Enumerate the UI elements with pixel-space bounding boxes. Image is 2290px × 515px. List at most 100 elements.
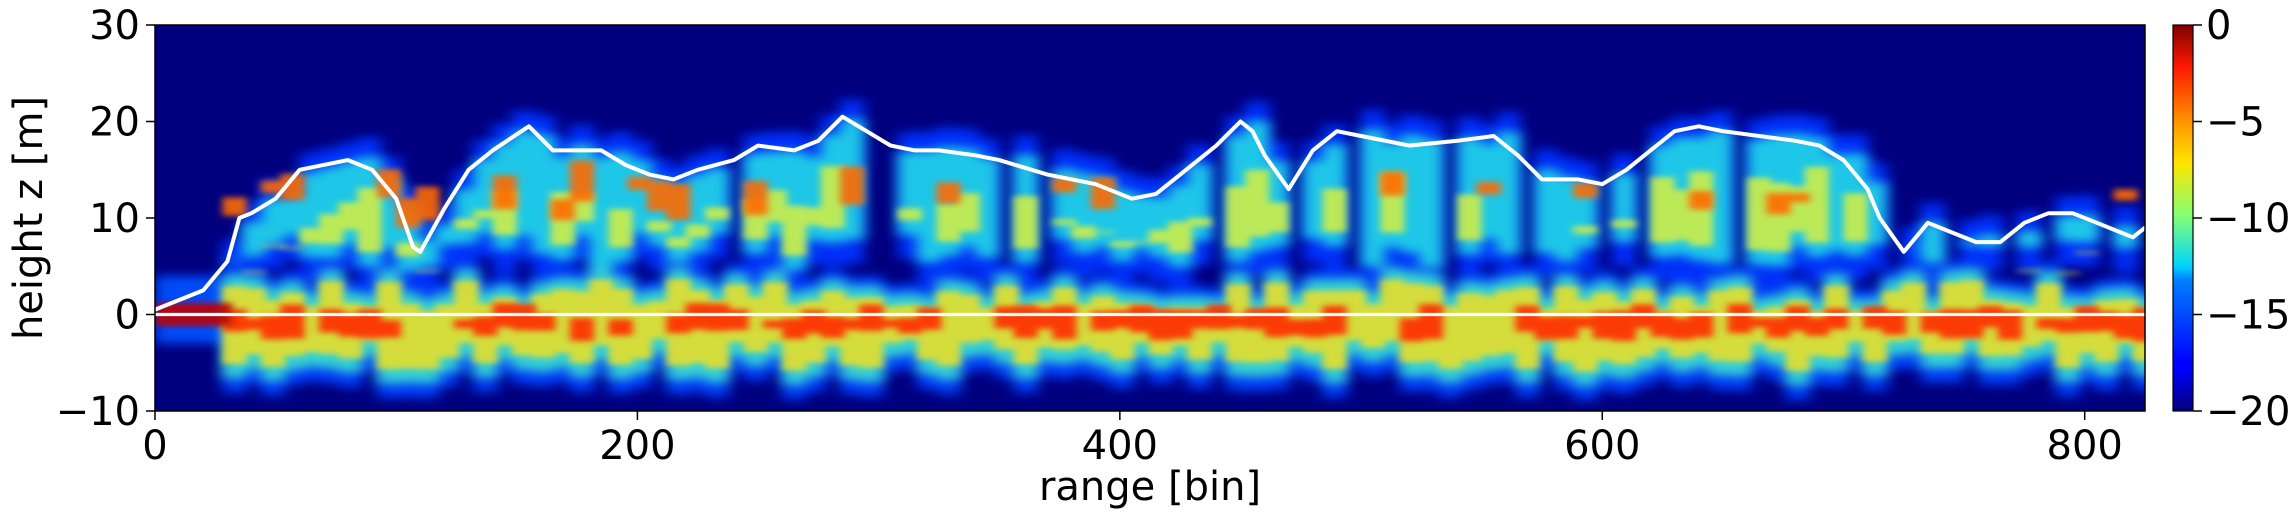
texture-ground-peak — [2036, 318, 2061, 329]
texture-ground-peak — [1650, 313, 1675, 337]
texture-ground-peak — [878, 319, 903, 328]
colorbar — [2172, 24, 2194, 412]
texture-canopy-peak — [1766, 193, 1791, 215]
texture-canopy — [1901, 246, 1926, 249]
series-line-top — [155, 114, 2145, 312]
texture-canopy-core — [280, 246, 305, 249]
texture-ground-peak — [840, 318, 865, 330]
texture-ground-peak — [1978, 306, 2003, 328]
texture-canopy — [1611, 173, 1636, 243]
y-axis: −10 0 10 20 30 — [56, 3, 155, 435]
texture-ground-peak — [1283, 319, 1308, 336]
colorbar-tick-label: −10 — [2206, 196, 2290, 242]
texture-canopy-core — [2075, 251, 2100, 254]
x-tick-label: 0 — [142, 423, 167, 469]
texture-canopy-peak — [840, 166, 865, 205]
texture-canopy-peak — [1052, 178, 1077, 193]
texture-canopy-core — [1129, 241, 1154, 244]
texture-canopy-peak — [222, 197, 247, 216]
texture-ground-peak — [917, 307, 942, 330]
x-tick-label: 600 — [1564, 423, 1640, 469]
texture-ground-peak — [1534, 316, 1559, 340]
texture-canopy — [434, 224, 459, 245]
texture-ground-peak — [666, 314, 691, 334]
texture-ground-peak — [280, 304, 305, 339]
texture-canopy-core — [415, 270, 440, 272]
texture-canopy-core — [241, 271, 266, 274]
texture-ground-peak — [1090, 311, 1115, 331]
texture-ground-peak — [473, 316, 498, 336]
texture-ground-peak — [1322, 305, 1347, 335]
texture-canopy-core — [454, 218, 479, 229]
texture-canopy-core — [261, 244, 286, 247]
texture-ground-peak — [1052, 305, 1077, 340]
texture-canopy-core — [1052, 219, 1077, 225]
texture-ground-peak — [724, 309, 749, 330]
texture-ground-peak — [1804, 317, 1829, 336]
colorbar-tick-label: −20 — [2206, 389, 2290, 435]
texture-canopy-peak — [261, 180, 286, 194]
texture-ground-peak — [1399, 318, 1424, 342]
texture-ground-peak — [820, 316, 845, 338]
x-axis-label: range [bin] — [1039, 464, 1261, 510]
y-tick-label: 0 — [115, 293, 140, 339]
texture-ground-peak — [1573, 316, 1598, 328]
x-tick-label: 800 — [2047, 423, 2123, 469]
colorbar-tick-label: 0 — [2206, 3, 2231, 49]
y-axis-label: height z [m] — [6, 96, 52, 340]
texture-canopy-core — [357, 187, 382, 253]
texture-canopy-peak — [936, 182, 961, 204]
y-tick-label: 20 — [89, 100, 140, 146]
texture-ground-peak — [1766, 317, 1791, 338]
x-tick-label: 200 — [599, 423, 675, 469]
texture-canopy-core — [647, 220, 672, 232]
texture-ground-peak — [376, 320, 401, 338]
texture-ground-peak — [454, 319, 479, 329]
texture-canopy-core — [2017, 269, 2042, 272]
texture-canopy — [1419, 139, 1444, 268]
texture-canopy-peak — [550, 199, 575, 221]
texture-ground-peak — [1689, 312, 1714, 338]
texture-ground-peak — [1226, 315, 1251, 328]
texture-canopy-peak — [627, 176, 652, 190]
texture-canopy-core — [1264, 202, 1289, 233]
texture-canopy-peak — [666, 184, 691, 220]
x-tick-label: 400 — [1082, 423, 1158, 469]
texture-ground-peak — [1747, 317, 1772, 328]
texture-ground-peak — [608, 319, 633, 336]
texture-canopy-peak — [743, 181, 768, 215]
colorbar-tick-label: −5 — [2206, 100, 2265, 146]
texture-ground-peak — [1669, 318, 1694, 340]
texture-ground-peak — [782, 318, 807, 339]
texture-canopy-peak — [1689, 191, 1714, 210]
texture-ground-peak — [1631, 304, 1656, 329]
texture-canopy-core — [666, 237, 691, 248]
texture-ground-peak — [1303, 319, 1328, 338]
texture-canopy-peak — [415, 186, 440, 221]
texture-canopy-core — [1457, 194, 1482, 241]
texture-canopy-core — [897, 208, 922, 221]
texture-ground-peak — [994, 306, 1019, 329]
heatmap-texture — [155, 99, 2145, 401]
texture-ground-peak — [1882, 311, 1907, 335]
texture-ground-peak — [1554, 315, 1579, 339]
texture-ground-peak — [531, 314, 556, 331]
texture-ground-peak — [1920, 313, 1945, 333]
texture-canopy-core — [1168, 221, 1193, 253]
texture-canopy-core — [705, 207, 730, 220]
texture-canopy-core — [1148, 230, 1173, 244]
y-tick-label: 10 — [89, 196, 140, 242]
texture-canopy — [222, 259, 247, 262]
texture-ground-peak — [897, 317, 922, 334]
texture-canopy — [705, 168, 730, 235]
texture-canopy-peak — [1785, 193, 1810, 203]
colorbar-tick-label: −15 — [2206, 293, 2290, 339]
texture-ground-peak — [1824, 308, 1849, 330]
texture-ground-peak — [569, 317, 594, 341]
texture-canopy-peak — [1476, 181, 1501, 195]
series-layer — [155, 114, 2145, 317]
texture-canopy — [2017, 230, 2042, 248]
texture-canopy-peak — [569, 160, 594, 202]
texture-canopy-peak — [1380, 171, 1405, 196]
